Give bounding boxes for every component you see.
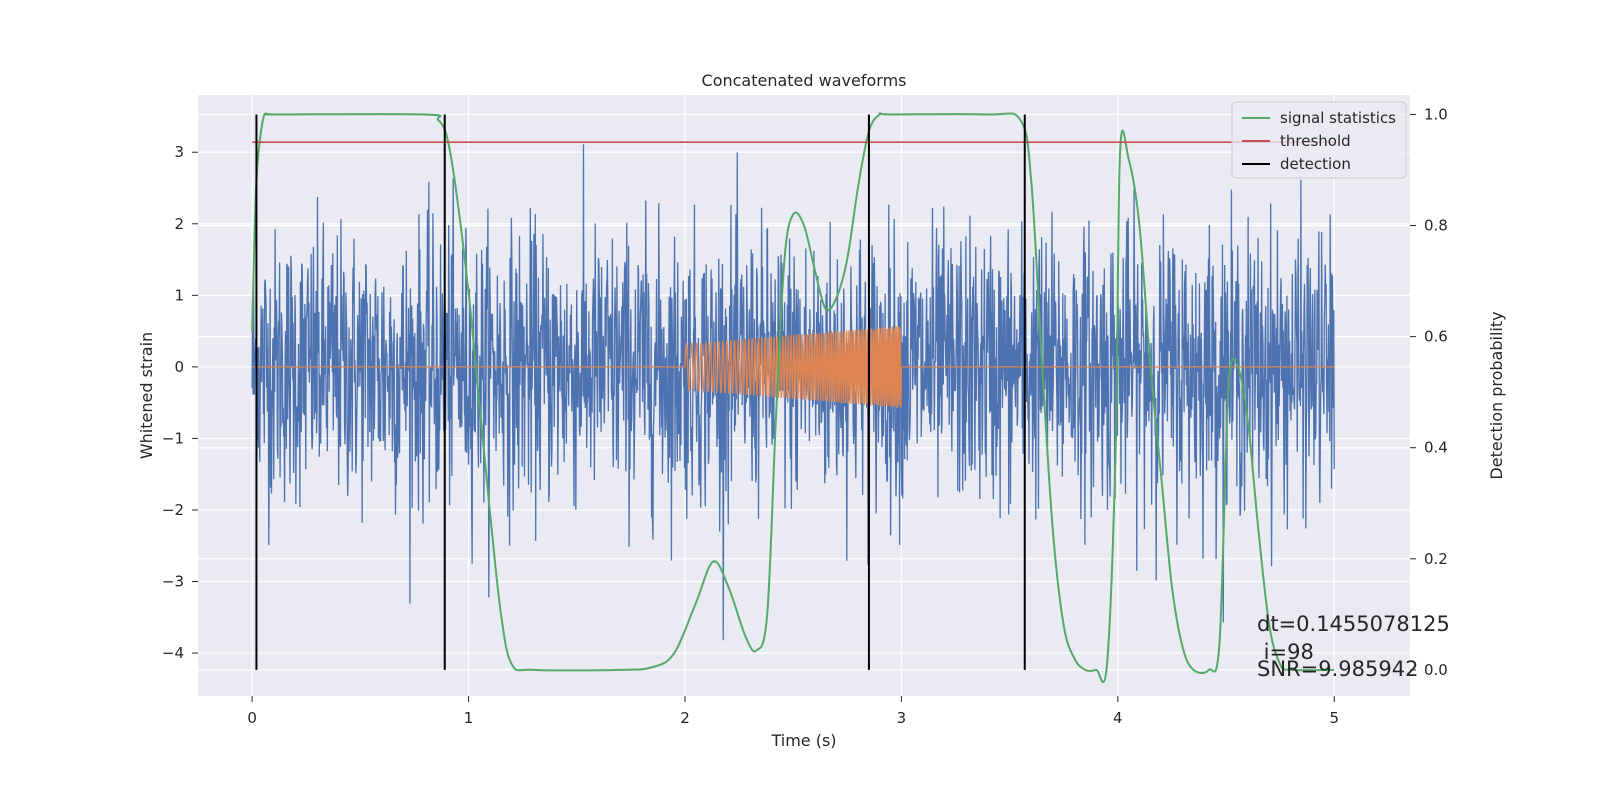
- y-tick-label: −2: [162, 501, 184, 519]
- y-tick-label: 1: [174, 286, 184, 304]
- legend-label-detection: detection: [1280, 155, 1351, 173]
- y2-tick-label: 0.8: [1424, 217, 1448, 235]
- legend-label-threshold: threshold: [1280, 132, 1351, 150]
- x-tick-label: 5: [1329, 709, 1339, 727]
- y-tick-label: −1: [162, 429, 184, 447]
- y-tick-label: −4: [162, 644, 184, 662]
- y-tick-label: −3: [162, 573, 184, 591]
- legend-box: [1231, 101, 1407, 179]
- y2-tick-label: 0.6: [1424, 328, 1448, 346]
- y2-tick-label: 0.4: [1424, 439, 1448, 457]
- annotation-index: i=98: [1257, 640, 1314, 664]
- x-tick-label: 4: [1113, 709, 1123, 727]
- strain-line: [251, 144, 1335, 641]
- annotation-snr: SNR=9.985942: [1257, 657, 1418, 681]
- legend: signal statistics threshold detection: [1231, 101, 1407, 179]
- annotation-dt: dt=0.1455078125: [1257, 612, 1450, 636]
- x-tick-label: 2: [680, 709, 690, 727]
- x-tick-label: 0: [247, 709, 257, 727]
- axes: 0 1 2 3 4 5 −4 −3 −2 −1 0 1 2 3 0.0 0.2 0.4 0.6 0.8 1.0: [162, 105, 1448, 727]
- y2-tick-label: 0.2: [1424, 550, 1448, 568]
- template-line: [252, 326, 1335, 409]
- y2-tick-label: 0.0: [1424, 661, 1448, 679]
- y-tick-label: 0: [174, 358, 184, 376]
- x-tick-label: 3: [897, 709, 907, 727]
- signal-statistics-line: [251, 112, 1335, 684]
- y-axis-label: Whitened strain: [137, 332, 156, 459]
- y-tick-label: 2: [174, 215, 184, 233]
- chart-title: Concatenated waveforms: [702, 71, 907, 90]
- y2-tick-label: 1.0: [1424, 105, 1448, 123]
- y-tick-label: 3: [174, 143, 184, 161]
- x-tick-label: 1: [464, 709, 474, 727]
- y2-axis-label: Detection probability: [1487, 311, 1506, 479]
- data-layer: [251, 112, 1335, 684]
- legend-label-signal-statistics: signal statistics: [1280, 109, 1396, 127]
- x-axis-label: Time (s): [770, 731, 836, 750]
